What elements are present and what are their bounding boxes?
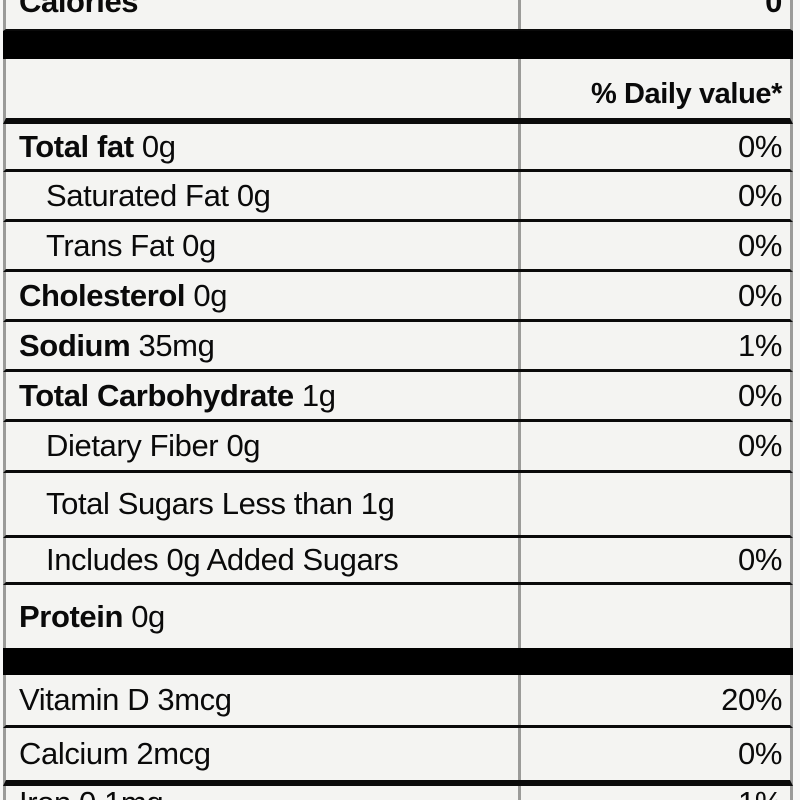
daily-value: 0% bbox=[518, 728, 790, 780]
daily-value: 20% bbox=[518, 675, 790, 725]
separator-bar bbox=[3, 31, 793, 59]
daily-value: 1% bbox=[518, 322, 790, 369]
row-protein: Protein 0g bbox=[3, 585, 793, 648]
nutrient-label: Total Sugars Less than 1g bbox=[46, 486, 395, 521]
daily-value-header: % Daily value* bbox=[518, 59, 790, 118]
daily-value: 0% bbox=[518, 172, 790, 219]
row-iron: Iron 0.1mg 1% bbox=[3, 786, 793, 800]
daily-value: 1% bbox=[518, 786, 790, 800]
nutrient-label: Vitamin D 3mcg bbox=[19, 682, 232, 717]
nutrient-label: Includes 0g Added Sugars bbox=[46, 542, 399, 577]
row-calories: Calories 0 bbox=[3, 0, 793, 31]
row-total-fat: Total fat 0g 0% bbox=[3, 124, 793, 172]
row-total-sugars: Total Sugars Less than 1g bbox=[3, 473, 793, 538]
nutrient-label: Dietary Fiber 0g bbox=[46, 428, 261, 463]
nutrient-label: Total fat 0g bbox=[19, 128, 176, 164]
daily-value bbox=[518, 473, 790, 535]
row-daily-value-header: % Daily value* bbox=[3, 59, 793, 124]
row-saturated-fat: Saturated Fat 0g 0% bbox=[3, 172, 793, 222]
nutrient-label: Total Carbohydrate 1g bbox=[19, 377, 336, 413]
nutrient-label: Iron 0.1mg bbox=[6, 786, 518, 800]
daily-value: 0% bbox=[518, 422, 790, 470]
nutrient-label: Saturated Fat 0g bbox=[46, 177, 271, 213]
calories-value: 0 bbox=[518, 0, 790, 29]
nutrient-label: Sodium 35mg bbox=[19, 327, 215, 363]
row-calcium: Calcium 2mcg 0% bbox=[3, 728, 793, 786]
row-sodium: Sodium 35mg 1% bbox=[3, 322, 793, 372]
nutrient-label: Calcium 2mcg bbox=[19, 736, 211, 771]
daily-value bbox=[518, 585, 790, 648]
daily-value: 0% bbox=[518, 272, 790, 319]
nutrient-label: Cholesterol 0g bbox=[19, 277, 228, 313]
daily-value: 0% bbox=[518, 222, 790, 269]
separator-bar bbox=[3, 648, 793, 675]
calories-label: Calories bbox=[19, 0, 139, 19]
nutrient-label: Trans Fat 0g bbox=[46, 227, 216, 263]
row-cholesterol: Cholesterol 0g 0% bbox=[3, 272, 793, 322]
row-total-carbohydrate: Total Carbohydrate 1g 0% bbox=[3, 372, 793, 422]
daily-value: 0% bbox=[518, 124, 790, 169]
row-vitamin-d: Vitamin D 3mcg 20% bbox=[3, 675, 793, 728]
row-dietary-fiber: Dietary Fiber 0g 0% bbox=[3, 422, 793, 473]
row-trans-fat: Trans Fat 0g 0% bbox=[3, 222, 793, 272]
daily-value: 0% bbox=[518, 372, 790, 419]
nutrition-facts-label: Calories 0 % Daily value* Total fat 0g 0… bbox=[3, 0, 793, 800]
daily-value: 0% bbox=[518, 538, 790, 582]
nutrient-label: Protein 0g bbox=[19, 598, 165, 634]
row-added-sugars: Includes 0g Added Sugars 0% bbox=[3, 538, 793, 585]
